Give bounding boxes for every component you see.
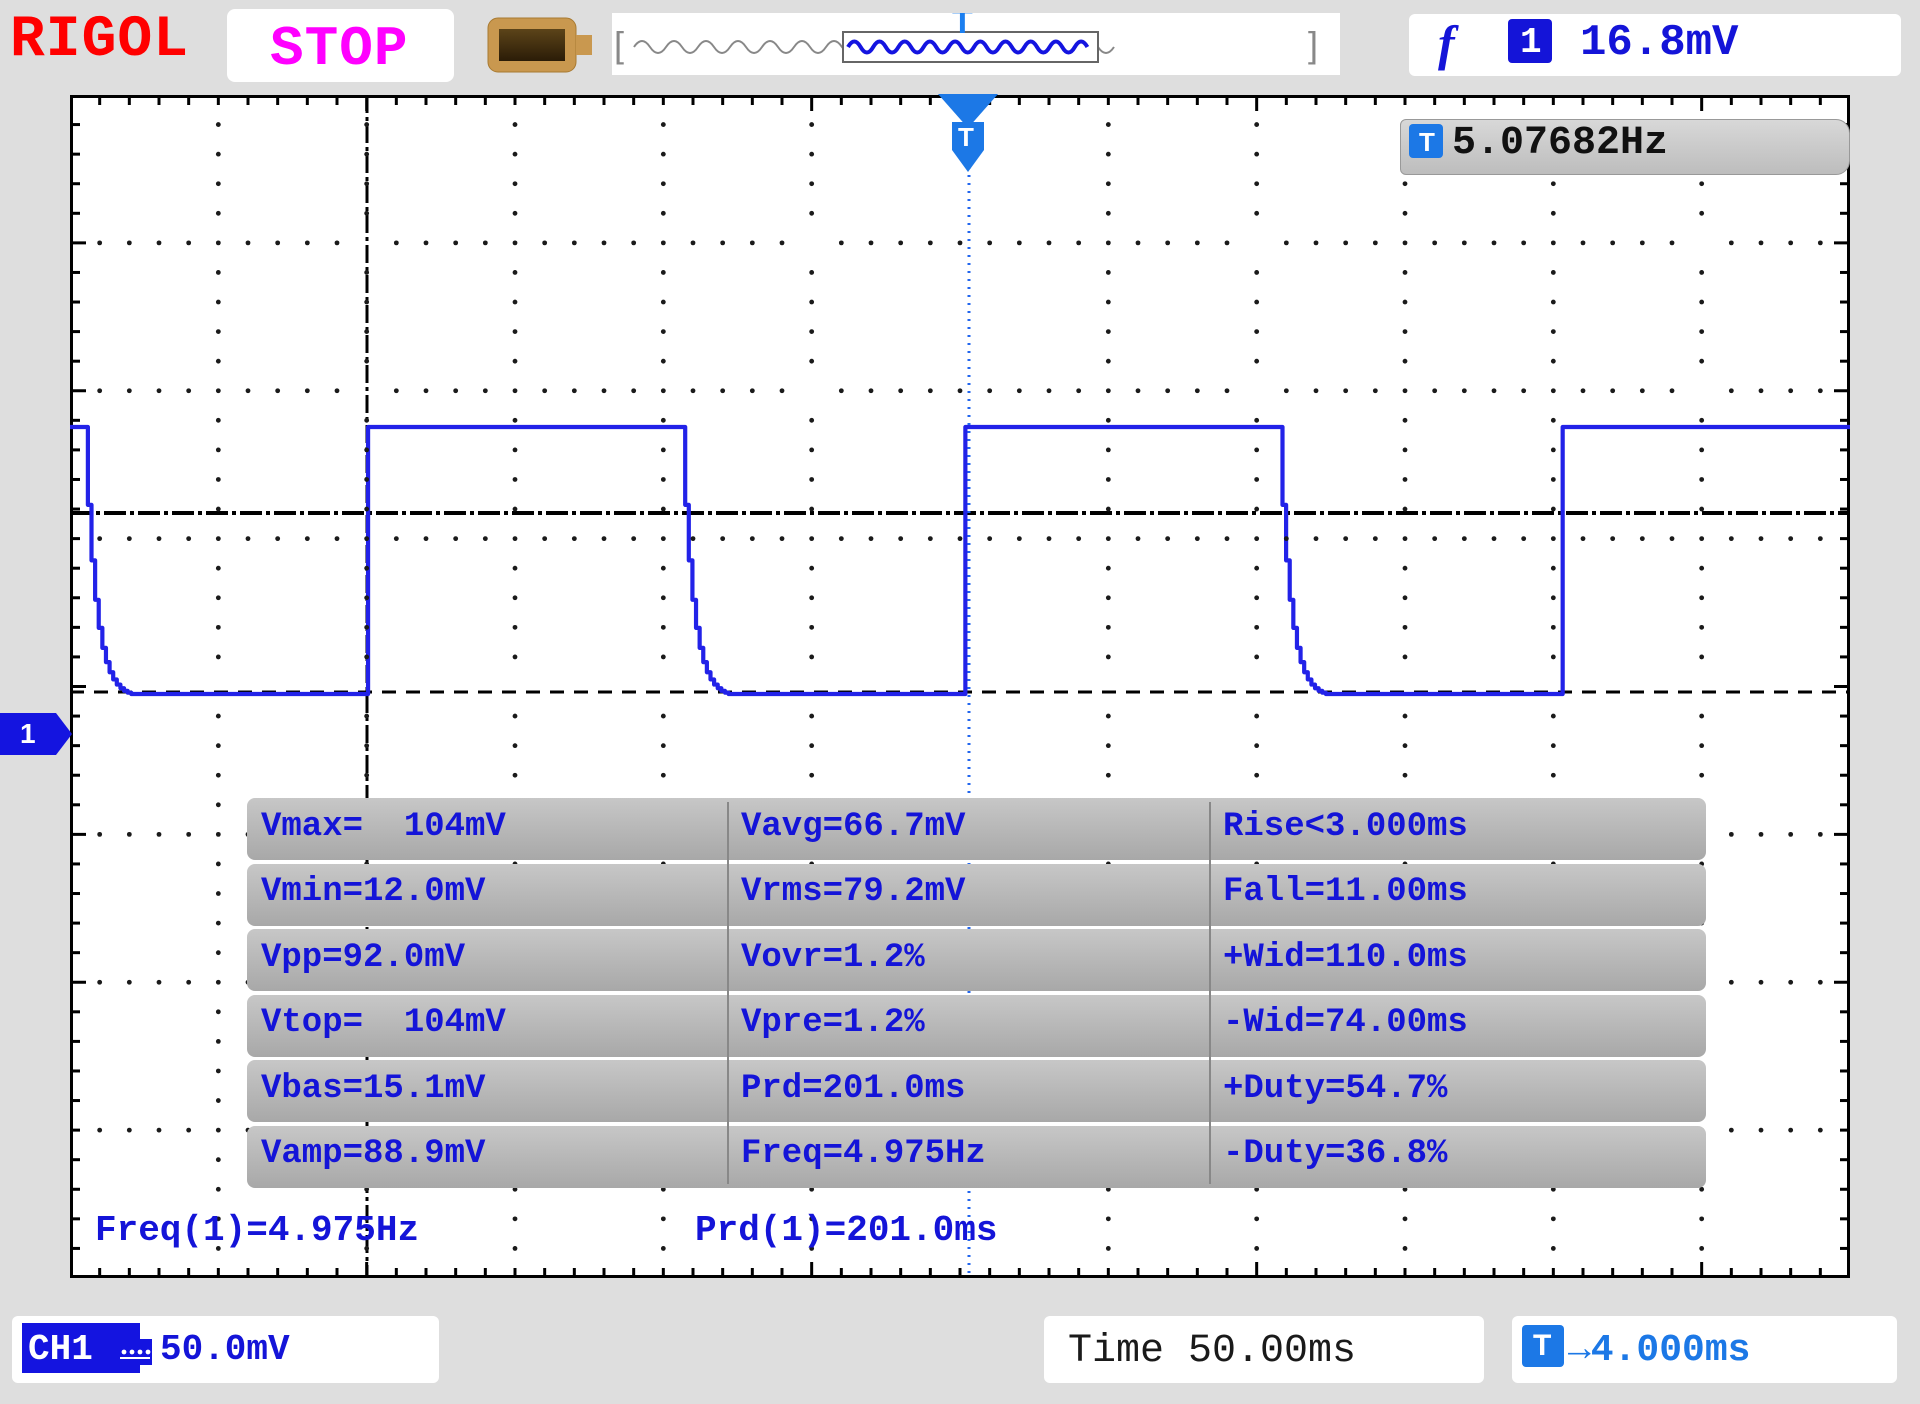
svg-text:[: [ [614, 24, 624, 65]
svg-text:]: ] [1308, 24, 1318, 65]
svg-text:T: T [952, 13, 973, 41]
svg-text:T: T [958, 122, 974, 152]
svg-text:1: 1 [20, 718, 36, 749]
